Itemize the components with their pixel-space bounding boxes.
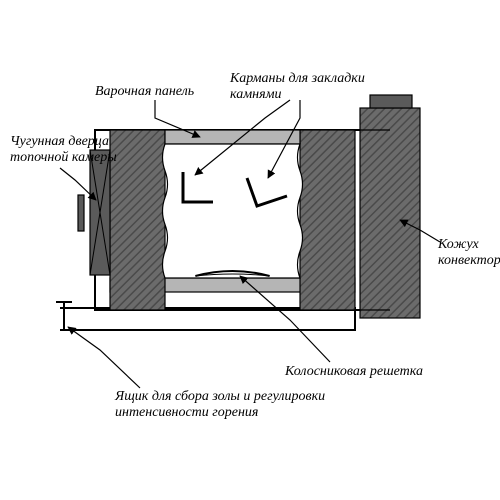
stove-geometry — [56, 95, 420, 330]
label-cooktop: Варочная панель — [95, 84, 194, 99]
label-door: Чугунная дверцатопочной камеры — [10, 134, 117, 165]
stove-diagram: Варочная панель Карманы для закладкикамня… — [0, 0, 500, 500]
label-stone-pockets: Карманы для закладкикамнями — [229, 71, 365, 102]
label-grate: Колосниковая решетка — [284, 364, 423, 379]
label-convector: Кожухконвектор — [437, 237, 500, 268]
label-ash-box: Ящик для сбора золы и регулировкиинтенси… — [114, 389, 325, 420]
